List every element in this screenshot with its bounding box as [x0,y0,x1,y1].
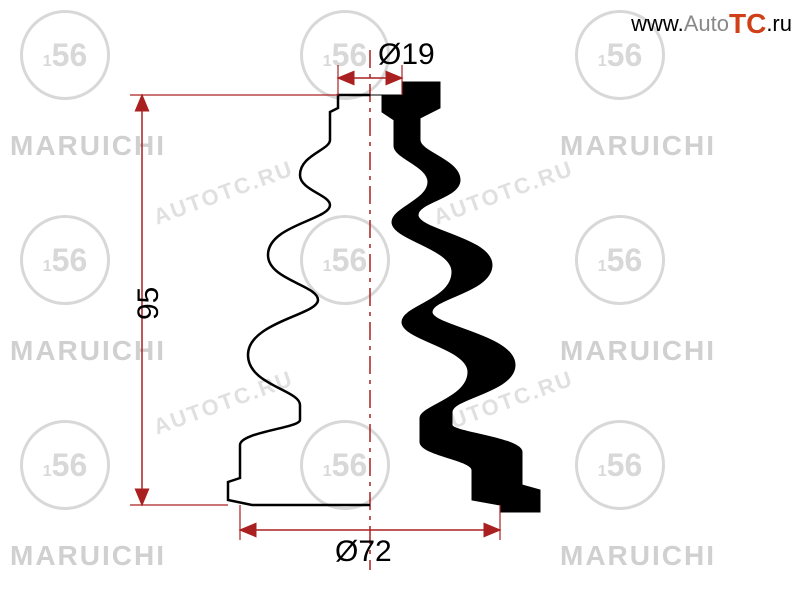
boot-left-outline [228,95,370,505]
dim-height-label: 95 [132,287,166,320]
boot-right-section [370,82,540,512]
dim-top-label: Ø19 [378,38,435,72]
dim-bottom-label: Ø72 [335,535,392,569]
technical-drawing [0,0,800,600]
